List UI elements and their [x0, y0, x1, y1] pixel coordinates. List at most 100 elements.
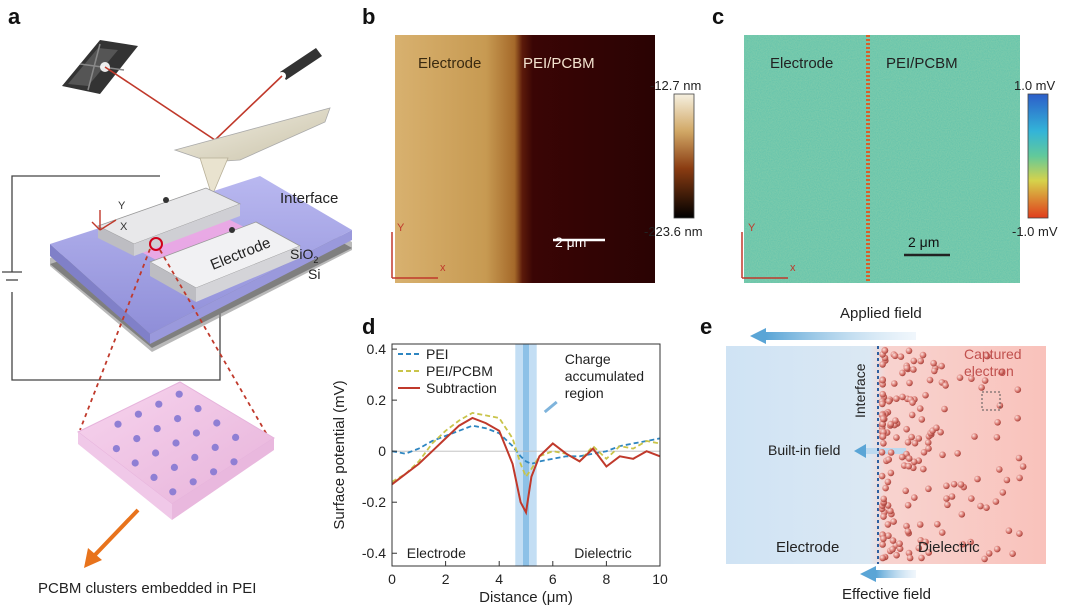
electron [904, 501, 912, 509]
electron [943, 482, 950, 490]
colorbar-b-min: -223.6 nm [644, 224, 703, 239]
electron [918, 416, 926, 423]
electron [950, 480, 958, 488]
electron [884, 521, 892, 528]
electron [910, 357, 918, 365]
axis-y-label-a: Y [118, 200, 126, 212]
electron [880, 535, 887, 543]
electron [916, 521, 924, 528]
electron [992, 498, 1000, 505]
electron [942, 382, 949, 389]
electron [944, 501, 951, 509]
electron [968, 495, 975, 502]
y-tick-label: 0.2 [367, 392, 387, 408]
electron [903, 522, 910, 530]
electron [925, 445, 932, 452]
pcbm-cluster [194, 405, 202, 413]
electron-cloud [878, 346, 1027, 563]
pei-pcbm-label-b: PEI/PCBM [523, 55, 595, 72]
pcbm-cluster [230, 458, 238, 466]
electron [916, 405, 924, 412]
legend-label: Subtraction [426, 380, 497, 396]
electron [919, 351, 927, 359]
axis-indicator-a [91, 210, 117, 231]
electron [917, 357, 924, 365]
pcbm-cluster [189, 478, 197, 486]
electron [938, 529, 946, 536]
electron [879, 433, 887, 440]
dielectric-label-e: Dielectric [918, 539, 980, 556]
panel-letter-b: b [362, 4, 376, 29]
electron [918, 554, 925, 562]
series-line-1 [391, 411, 661, 483]
captured-electron-label: Captured electron [964, 346, 1022, 379]
electron [896, 540, 903, 547]
electron [959, 540, 966, 548]
pcbm-cluster [114, 420, 122, 428]
electron [937, 428, 944, 436]
x-tick-label: 0 [388, 571, 396, 587]
electron [957, 481, 965, 488]
electron [939, 451, 946, 459]
pcbm-clusters [112, 390, 240, 496]
sio2-label: SiO2 [290, 246, 319, 265]
electron [905, 455, 913, 462]
electron [891, 380, 898, 387]
electron [925, 549, 932, 556]
electron [885, 456, 892, 463]
electron [899, 369, 906, 377]
electron [905, 347, 913, 355]
effective-field-arrow [876, 570, 916, 578]
axis-x-label-b: x [440, 262, 446, 274]
pcbm-cluster [174, 415, 182, 423]
y-tick-label: -0.4 [362, 545, 386, 561]
electron [879, 554, 886, 562]
electron [971, 433, 978, 440]
effective-field-label: Effective field [842, 586, 931, 603]
photodetector-icon [62, 40, 138, 94]
electron [880, 513, 887, 520]
electron [997, 368, 1005, 376]
electron [887, 507, 894, 515]
axis-x-label-a: X [120, 221, 128, 233]
electron [978, 384, 985, 391]
electron [943, 495, 950, 502]
electron [879, 541, 886, 548]
electron [958, 511, 966, 518]
electron [911, 494, 918, 501]
afm-cantilever [173, 107, 331, 163]
electron [899, 393, 906, 401]
electron [938, 362, 945, 370]
scalebar-label-c: 2 μm [908, 234, 940, 250]
electron [880, 495, 887, 503]
electron [941, 405, 948, 413]
colorbar-c [1027, 93, 1049, 219]
panel-letter-d: d [362, 314, 376, 339]
electron [948, 493, 956, 500]
axis-x-label-c: x [790, 262, 796, 274]
electron [1014, 414, 1021, 422]
electron [881, 347, 889, 354]
electron [887, 449, 895, 456]
region-label-dielectric: Dielectric [574, 545, 632, 561]
electron [884, 478, 892, 486]
x-tick-label: 10 [652, 571, 668, 587]
y-tick-label: 0 [378, 443, 386, 459]
plot-frame [391, 343, 661, 567]
electron [925, 485, 932, 493]
electron [906, 379, 913, 387]
pei-pcbm-label-c: PEI/PCBM [886, 55, 958, 72]
annotation-text: accumulated [565, 368, 644, 384]
electron [910, 458, 918, 466]
afm-tip [199, 157, 229, 198]
electrode-label-b: Electrode [418, 55, 482, 72]
electron [954, 450, 961, 457]
electron [904, 439, 912, 446]
electron [1016, 530, 1023, 537]
interface-label: Interface [280, 190, 339, 207]
electron [930, 359, 937, 367]
electron [977, 502, 984, 510]
electron [994, 419, 1001, 426]
electron [879, 415, 887, 423]
pcbm-cluster [211, 443, 219, 451]
